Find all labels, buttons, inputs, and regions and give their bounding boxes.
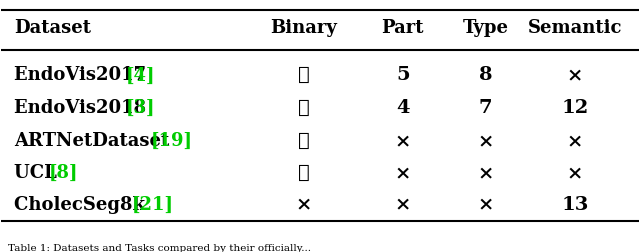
Text: ×: × xyxy=(395,196,411,214)
Text: UCL: UCL xyxy=(14,164,63,182)
Text: ✓: ✓ xyxy=(298,67,310,84)
Text: ×: × xyxy=(566,164,583,182)
Text: ×: × xyxy=(566,67,583,84)
Text: Part: Part xyxy=(381,19,424,37)
Text: ARTNetDataset: ARTNetDataset xyxy=(14,132,175,150)
Text: CholecSeg8k: CholecSeg8k xyxy=(14,196,152,214)
Text: ✓: ✓ xyxy=(298,164,310,182)
Text: EndoVis2017: EndoVis2017 xyxy=(14,67,152,84)
Text: Semantic: Semantic xyxy=(527,19,622,37)
Text: ✓: ✓ xyxy=(298,132,310,150)
Text: ×: × xyxy=(477,132,494,150)
Text: Table 1: Datasets and Tasks compared by their officially...: Table 1: Datasets and Tasks compared by … xyxy=(8,244,311,252)
Text: [4]: [4] xyxy=(125,67,155,84)
Text: ✓: ✓ xyxy=(298,99,310,117)
Text: ×: × xyxy=(477,196,494,214)
Text: Type: Type xyxy=(463,19,509,37)
Text: EndoVis2018: EndoVis2018 xyxy=(14,99,152,117)
Text: [3]: [3] xyxy=(125,99,155,117)
Text: ×: × xyxy=(296,196,312,214)
Text: [8]: [8] xyxy=(49,164,79,182)
Text: [19]: [19] xyxy=(151,132,193,150)
Text: ×: × xyxy=(395,164,411,182)
Text: 7: 7 xyxy=(479,99,492,117)
Text: Binary: Binary xyxy=(271,19,337,37)
Text: 8: 8 xyxy=(479,67,492,84)
Text: Dataset: Dataset xyxy=(14,19,91,37)
Text: 5: 5 xyxy=(396,67,410,84)
Text: 13: 13 xyxy=(561,196,589,214)
Text: ×: × xyxy=(477,164,494,182)
Text: 4: 4 xyxy=(396,99,410,117)
Text: ×: × xyxy=(395,132,411,150)
Text: [21]: [21] xyxy=(132,196,174,214)
Text: ×: × xyxy=(566,132,583,150)
Text: 12: 12 xyxy=(561,99,589,117)
